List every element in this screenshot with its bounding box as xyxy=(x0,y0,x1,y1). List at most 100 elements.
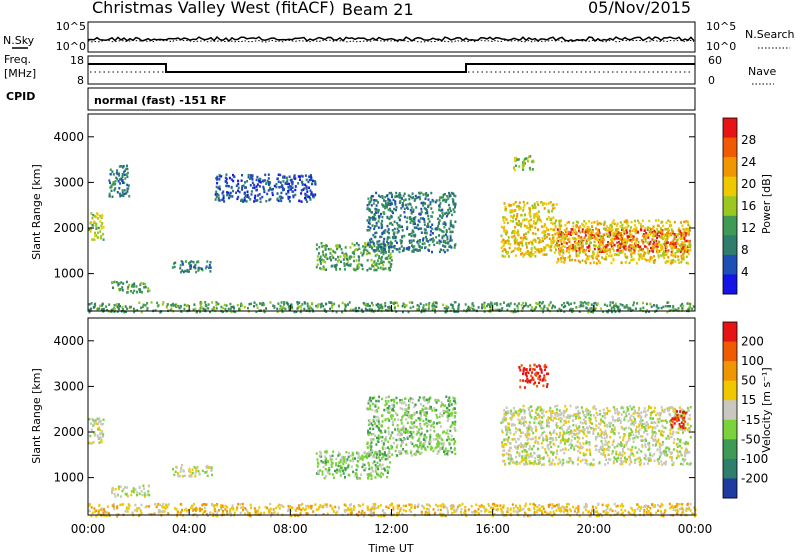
power-cell xyxy=(452,225,455,229)
power-cell xyxy=(209,310,211,314)
velocity-cell xyxy=(411,442,414,445)
power-cell xyxy=(221,198,224,202)
velocity-cell xyxy=(408,435,411,438)
power-cell xyxy=(432,306,435,309)
power-cell xyxy=(118,172,120,175)
power-cell xyxy=(324,255,327,258)
velocity-cell xyxy=(379,429,382,433)
power-cell xyxy=(202,307,205,311)
power-cell xyxy=(331,264,334,268)
velocity-cell xyxy=(369,407,372,411)
power-cell xyxy=(420,191,423,195)
power-cell xyxy=(522,168,525,171)
power-cell xyxy=(229,191,232,195)
power-cell xyxy=(483,305,486,309)
power-cell xyxy=(118,187,121,190)
power-cell xyxy=(253,200,256,203)
power-cell xyxy=(467,307,470,310)
power-cell xyxy=(457,307,460,310)
power-cell xyxy=(374,263,376,266)
power-cell xyxy=(551,306,554,310)
power-cell xyxy=(301,180,304,184)
power-cell xyxy=(265,199,268,203)
power-cell xyxy=(553,239,556,243)
power-cell xyxy=(110,309,113,312)
power-cell xyxy=(143,286,146,289)
power-cell xyxy=(500,308,503,311)
power-cell xyxy=(307,195,310,199)
power-cell xyxy=(353,243,356,247)
power-cell xyxy=(217,302,220,306)
power-cell xyxy=(373,244,376,248)
power-cell xyxy=(419,217,422,220)
power-cell xyxy=(674,255,677,258)
velocity-cell xyxy=(507,440,509,443)
power-cell xyxy=(118,288,121,291)
power-cell xyxy=(124,169,126,173)
power-cell xyxy=(540,302,543,305)
power-cell xyxy=(393,244,396,248)
power-cell xyxy=(516,158,519,161)
power-cell xyxy=(389,240,392,244)
power-cell xyxy=(94,302,97,306)
velocity-cell xyxy=(348,474,351,477)
power-cell xyxy=(404,203,407,207)
power-cell xyxy=(263,309,266,312)
power-cell xyxy=(683,220,686,224)
power-cell xyxy=(673,220,676,224)
power-cell xyxy=(639,307,642,310)
velocity-cell xyxy=(340,456,343,459)
velocity-cell xyxy=(450,438,453,442)
velocity-cell xyxy=(410,451,412,455)
power-cell xyxy=(146,309,149,312)
power-cell xyxy=(276,197,279,200)
power-cell xyxy=(126,171,129,175)
velocity-cell xyxy=(516,445,519,448)
power-cell xyxy=(273,184,276,188)
velocity-cell xyxy=(88,441,91,445)
power-echo-region xyxy=(111,280,151,295)
power-cell xyxy=(449,219,452,223)
velocity-cell xyxy=(518,421,521,425)
power-cell xyxy=(678,232,681,236)
power-cell xyxy=(387,201,390,205)
power-cell xyxy=(387,208,390,212)
power-cell xyxy=(566,221,569,225)
power-cell xyxy=(601,256,604,259)
velocity-cell xyxy=(409,400,411,403)
power-cell xyxy=(529,251,532,254)
velocity-cell xyxy=(429,433,432,437)
velocity-cell xyxy=(543,430,546,434)
velocity-cell xyxy=(579,451,582,454)
velocity-cell xyxy=(447,415,450,418)
power-cell xyxy=(287,190,290,193)
power-cell xyxy=(519,247,522,251)
power-cell xyxy=(372,249,375,252)
power-cell xyxy=(230,186,233,190)
power-cell xyxy=(342,258,345,261)
velocity-cell xyxy=(532,444,535,448)
power-cell xyxy=(100,234,103,238)
power-cell xyxy=(593,261,596,264)
power-cell xyxy=(425,235,427,239)
power-cell xyxy=(596,257,599,260)
velocity-cell xyxy=(607,449,610,452)
power-cell xyxy=(430,230,432,233)
power-cell xyxy=(95,215,98,219)
power-cell xyxy=(97,231,99,234)
velocity-cell xyxy=(369,450,372,454)
velocity-cell xyxy=(595,424,598,427)
velocity-cell xyxy=(440,401,443,404)
power-cell xyxy=(504,231,507,235)
power-cell xyxy=(453,194,456,197)
power-cell xyxy=(369,226,372,230)
power-cell xyxy=(300,174,303,178)
power-cell xyxy=(596,252,599,255)
power-cell xyxy=(520,253,522,256)
power-cell xyxy=(598,241,601,244)
velocity-cell xyxy=(544,438,547,441)
power-cell xyxy=(378,216,381,220)
velocity-cell xyxy=(329,455,332,458)
velocity-cell xyxy=(516,447,519,450)
velocity-cell xyxy=(600,440,603,443)
